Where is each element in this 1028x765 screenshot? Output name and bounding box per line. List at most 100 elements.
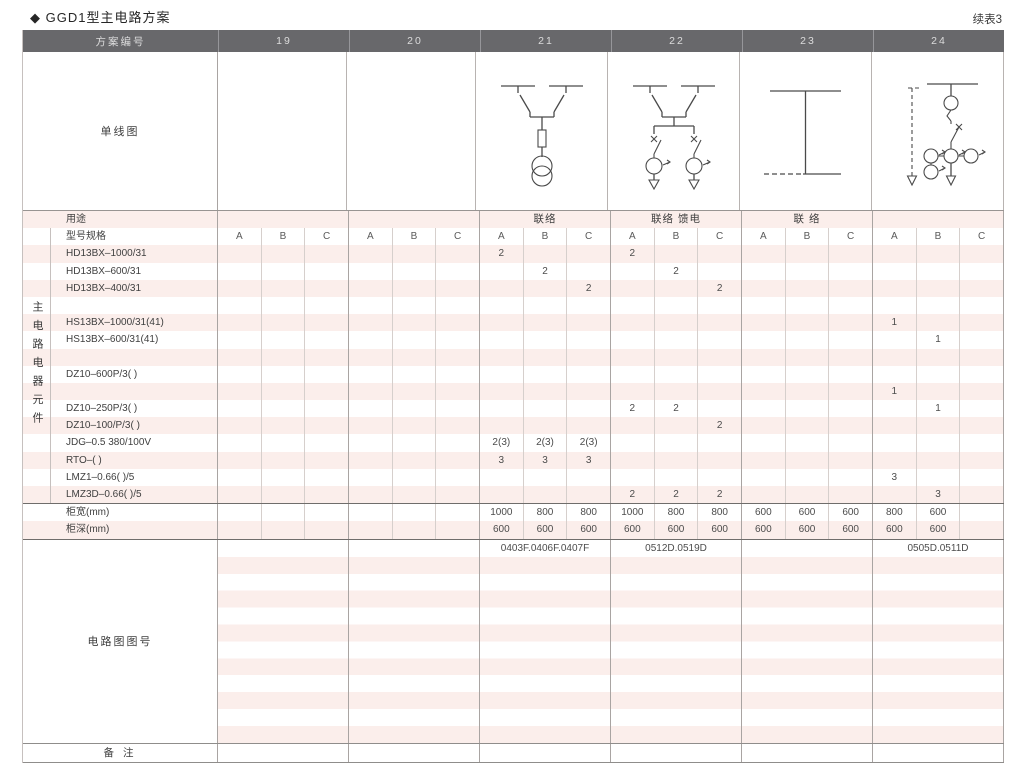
dimension-cell <box>436 521 480 539</box>
subcol-header: C <box>436 228 480 246</box>
dimension-row: 柜宽(mm) 1000 800 800 1000 800 800 600 600 600 800 60… <box>23 504 1004 522</box>
quantity-cell <box>305 279 349 297</box>
quantity-cell <box>262 279 306 297</box>
quantity-cell <box>960 331 1004 349</box>
quantity-cell <box>262 245 306 263</box>
dimension-cell: 800 <box>873 504 917 522</box>
quantity-cell <box>960 434 1004 452</box>
quantity-cell <box>873 417 917 435</box>
quantity-cell <box>786 417 830 435</box>
quantity-cell <box>873 262 917 280</box>
quantity-cell <box>786 365 830 383</box>
quantity-cell <box>305 400 349 418</box>
quantity-cell <box>829 279 873 297</box>
quantity-cell <box>611 417 655 435</box>
quantity-cell <box>567 296 611 315</box>
dimension-cell: 600 <box>611 521 655 539</box>
quantity-cell <box>480 417 524 435</box>
dimension-cell <box>305 521 349 539</box>
quantity-cell <box>393 296 437 315</box>
quantity-cell <box>655 296 699 315</box>
dimension-cell <box>218 504 262 522</box>
quantity-cell <box>305 451 349 469</box>
component-rows: HD13BX–1000/31 2 2 HD13BX–600/31 2 2 HD13BX–40… <box>23 245 1004 504</box>
quantity-cell <box>480 262 524 280</box>
quantity-cell: 2(3) <box>480 434 524 452</box>
quantity-cell <box>829 348 873 366</box>
quantity-cell <box>873 365 917 383</box>
quantity-cell <box>829 314 873 332</box>
dimension-cell <box>349 521 393 539</box>
subcol-header: C <box>305 228 349 246</box>
quantity-cell <box>436 296 480 315</box>
quantity-cell: 2 <box>655 486 699 504</box>
quantity-cell <box>873 245 917 263</box>
quantity-cell <box>873 348 917 366</box>
dimension-cell: 800 <box>524 504 568 522</box>
quantity-cell: 3 <box>480 451 524 469</box>
quantity-cell <box>873 296 917 315</box>
quantity-cell <box>567 365 611 383</box>
side-strip-segment <box>23 314 51 332</box>
quantity-cell <box>436 365 480 383</box>
subcol-header: B <box>917 228 961 246</box>
single-line-diagram-scheme-21 <box>476 52 608 210</box>
quantity-cell <box>917 434 961 452</box>
usage-cell-24 <box>873 211 1004 229</box>
quantity-cell <box>218 296 262 315</box>
dimension-cell: 600 <box>480 521 524 539</box>
usage-cell-21: 联络 <box>480 211 611 229</box>
table-row: HS13BX–1000/31(41) 1 <box>23 314 1004 332</box>
side-strip-segment <box>23 296 51 315</box>
header-col-23: 23 <box>742 30 873 52</box>
quantity-cell <box>567 400 611 418</box>
dimension-rows: 柜宽(mm) 1000 800 800 1000 800 800 600 600 600 800 60… <box>23 503 1004 539</box>
drawing-number-label: 电路图图号 <box>23 539 218 743</box>
quantity-cell: 1 <box>873 382 917 401</box>
subcol-header: A <box>611 228 655 246</box>
quantity-cell <box>349 262 393 280</box>
drawing-number-cell-23 <box>742 539 873 743</box>
header-col-22: 22 <box>611 30 742 52</box>
subcol-header: C <box>829 228 873 246</box>
quantity-cell <box>786 468 830 487</box>
subcol-header: C <box>960 228 1004 246</box>
quantity-cell <box>917 279 961 297</box>
quantity-cell: 2 <box>524 262 568 280</box>
quantity-cell <box>218 486 262 504</box>
quantity-cell <box>960 451 1004 469</box>
side-strip-segment <box>23 417 51 435</box>
table-row <box>23 348 1004 366</box>
quantity-cell <box>960 486 1004 504</box>
quantity-cell <box>742 468 786 487</box>
dimension-cell <box>262 504 306 522</box>
quantity-cell <box>524 400 568 418</box>
dimension-cell: 600 <box>655 521 699 539</box>
quantity-cell <box>611 365 655 383</box>
quantity-cell <box>262 382 306 401</box>
quantity-cell <box>262 262 306 280</box>
quantity-cell <box>436 331 480 349</box>
side-strip-segment <box>23 348 51 366</box>
circuit-diagram-icon <box>906 83 986 187</box>
quantity-cell <box>480 486 524 504</box>
quantity-cell <box>436 314 480 332</box>
dimension-cell: 600 <box>829 504 873 522</box>
quantity-cell <box>611 434 655 452</box>
quantity-cell <box>917 296 961 315</box>
header-col-24: 24 <box>873 30 1004 52</box>
quantity-cell <box>218 314 262 332</box>
quantity-cell <box>917 348 961 366</box>
usage-row: 用途 联络 联络 馈电联 络 <box>23 211 1004 229</box>
page-title: ◆ GGD1型主电路方案 <box>30 10 171 25</box>
drawing-number-cell-22: 0512D.0519D <box>611 539 742 743</box>
quantity-cell <box>262 400 306 418</box>
usage-cell-19 <box>218 211 349 229</box>
quantity-cell <box>786 486 830 504</box>
quantity-cell <box>742 296 786 315</box>
quantity-cell <box>742 348 786 366</box>
quantity-cell <box>655 382 699 401</box>
quantity-cell <box>829 331 873 349</box>
quantity-cell <box>349 348 393 366</box>
